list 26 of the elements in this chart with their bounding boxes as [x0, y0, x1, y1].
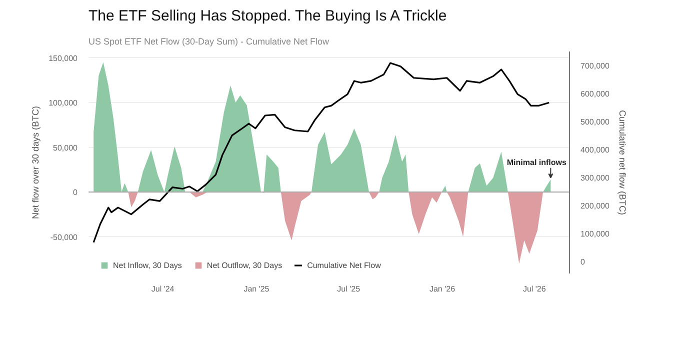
- y-tick-label: 0: [73, 188, 78, 198]
- legend-label: Cumulative Net Flow: [307, 260, 381, 270]
- x-tick-label: Jan '26: [429, 284, 456, 294]
- y2-tick-label: 500,000: [580, 117, 610, 126]
- annotation: Minimal inflows: [506, 158, 567, 167]
- legend-label: Net Inflow, 30 Days: [113, 260, 182, 270]
- y2-tick-label: 0: [580, 258, 586, 267]
- y2-tick-label: 200,000: [580, 202, 610, 211]
- y2-tick-label: 600,000: [580, 89, 610, 98]
- y2-tick-label: 100,000: [580, 230, 610, 239]
- x-tick-label: Jan '25: [244, 284, 270, 294]
- y-tick-label: 50,000: [53, 143, 78, 152]
- y-tick-label: 100,000: [48, 98, 78, 108]
- y-tick-label: 150,000: [48, 54, 78, 63]
- y-axis-title: Net flow over 30 days (BTC): [30, 106, 41, 220]
- y2-tick-label: 400,000: [580, 145, 610, 154]
- legend-label: Net Outflow, 30 Days: [206, 260, 282, 270]
- x-tick-label: Jul '24: [151, 284, 175, 294]
- y2-tick-label: 700,000: [580, 61, 610, 70]
- y2-tick-label: 300,000: [580, 174, 610, 183]
- x-tick-label: Jul '25: [337, 284, 361, 294]
- chart-title: The ETF Selling Has Stopped. The Buying Is A Trickle: [88, 8, 447, 24]
- y2-axis-title: Cumulative net flow (BTC): [617, 110, 628, 216]
- y-tick-label: -50,000: [50, 232, 78, 242]
- x-tick-label: Jul '26: [522, 284, 546, 294]
- chart-subtitle: US Spot ETF Net Flow (30-Day Sum) - Cumulative Net Flow: [88, 36, 330, 46]
